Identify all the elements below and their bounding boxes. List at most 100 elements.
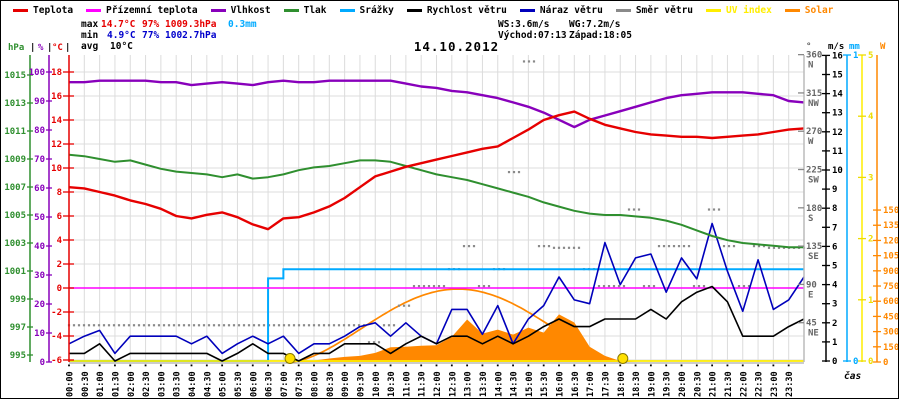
- svg-text:995: 995: [10, 351, 26, 361]
- svg-text:7: 7: [832, 223, 837, 233]
- svg-text:-2: -2: [51, 308, 62, 318]
- svg-text:07:00: 07:00: [280, 371, 290, 397]
- svg-text:0: 0: [868, 357, 873, 367]
- legend-swatch: [210, 9, 226, 12]
- svg-text:11:00: 11:00: [402, 371, 412, 397]
- svg-text:16: 16: [832, 51, 843, 61]
- svg-text:100: 100: [29, 68, 45, 78]
- svg-text:270: 270: [806, 127, 822, 137]
- svg-text:hPa: hPa: [8, 43, 24, 53]
- svg-text:135: 135: [806, 242, 822, 252]
- svg-text:80: 80: [34, 126, 45, 136]
- svg-text:4: 4: [868, 112, 874, 122]
- svg-text:08:30: 08:30: [326, 371, 336, 397]
- legend-label: Vlhkost: [230, 5, 271, 16]
- svg-text:50: 50: [34, 213, 45, 223]
- svg-text:12:00: 12:00: [433, 371, 443, 397]
- svg-text:300: 300: [883, 328, 898, 338]
- svg-text:W: W: [880, 42, 886, 52]
- svg-text:8: 8: [57, 188, 62, 198]
- svg-text:02:30: 02:30: [142, 371, 152, 397]
- svg-text:1001: 1001: [4, 267, 26, 277]
- svg-text:360: 360: [806, 51, 822, 61]
- legend-item-4: Srážky: [339, 5, 394, 16]
- stat-max-label: max: [81, 19, 99, 30]
- legend-swatch: [519, 9, 535, 12]
- svg-text:17:00: 17:00: [586, 371, 596, 397]
- svg-text:18:30: 18:30: [632, 371, 642, 397]
- legend-item-2: Vlhkost: [210, 5, 271, 16]
- svg-text:11:30: 11:30: [418, 371, 428, 397]
- svg-text:01:30: 01:30: [111, 371, 121, 397]
- svg-text:14:30: 14:30: [510, 371, 520, 397]
- svg-text:180: 180: [806, 204, 822, 214]
- svg-text:450: 450: [883, 312, 898, 322]
- svg-text:8: 8: [832, 204, 837, 214]
- svg-text:10:30: 10:30: [387, 371, 397, 397]
- svg-text:23:30: 23:30: [785, 371, 795, 397]
- svg-text:150: 150: [883, 343, 898, 353]
- svg-text:N: N: [808, 61, 813, 71]
- svg-text:°C: °C: [52, 43, 63, 53]
- svg-text:70: 70: [34, 155, 45, 165]
- svg-text:3: 3: [868, 173, 873, 183]
- legend-item-1: Přízemní teplota: [86, 5, 198, 16]
- svg-text:13: 13: [832, 109, 843, 119]
- svg-text:E: E: [808, 290, 813, 300]
- svg-text:-4: -4: [51, 332, 62, 342]
- legend-swatch: [283, 9, 299, 12]
- svg-text:08:00: 08:00: [311, 371, 321, 397]
- legend-swatch: [615, 9, 631, 12]
- svg-text:02:00: 02:00: [127, 371, 137, 397]
- svg-text:1005: 1005: [4, 211, 26, 221]
- svg-text:0: 0: [832, 357, 837, 367]
- stat-min-humidity: 77%: [142, 30, 160, 41]
- stat-avg-label: avg: [81, 41, 99, 52]
- svg-text:2: 2: [832, 319, 837, 329]
- svg-text:05:30: 05:30: [234, 371, 244, 397]
- svg-text:09:00: 09:00: [341, 371, 351, 397]
- svg-text:m/s: m/s: [828, 42, 844, 52]
- svg-text:|: |: [30, 43, 35, 53]
- svg-text:|: |: [47, 43, 52, 53]
- legend-label: Teplota: [33, 5, 74, 16]
- svg-text:03:00: 03:00: [157, 371, 167, 397]
- svg-text:16: 16: [51, 92, 62, 102]
- svg-text:45: 45: [806, 319, 817, 329]
- svg-text:20:00: 20:00: [678, 371, 688, 397]
- svg-text:00:30: 00:30: [81, 371, 91, 397]
- svg-text:2: 2: [57, 260, 62, 270]
- legend-item-3: Tlak: [283, 5, 327, 16]
- svg-text:S: S: [808, 214, 813, 224]
- svg-text:NW: NW: [808, 99, 819, 109]
- stat-min-temp: 4.9°C: [107, 30, 136, 41]
- svg-text:|: |: [65, 43, 70, 53]
- legend-label: Náraz větru: [539, 5, 603, 16]
- svg-text:1050: 1050: [883, 252, 898, 262]
- svg-text:21:00: 21:00: [709, 371, 719, 397]
- svg-text:W: W: [808, 137, 814, 147]
- svg-text:1: 1: [868, 296, 873, 306]
- svg-text:12: 12: [832, 128, 843, 138]
- svg-text:1011: 1011: [4, 127, 26, 137]
- svg-text:3: 3: [832, 300, 837, 310]
- svg-text:10: 10: [832, 166, 843, 176]
- svg-text:07:30: 07:30: [295, 371, 305, 397]
- legend-swatch: [13, 9, 28, 12]
- stat-rain-total: 0.3mm: [228, 19, 257, 30]
- svg-text:30: 30: [34, 271, 45, 281]
- svg-text:20: 20: [34, 300, 45, 310]
- stat-max-pressure: 1009.3hPa: [165, 19, 217, 30]
- svg-text:mm: mm: [849, 42, 860, 52]
- svg-text:22:00: 22:00: [739, 371, 749, 397]
- svg-text:18:00: 18:00: [617, 371, 627, 397]
- svg-text:01:00: 01:00: [96, 371, 106, 397]
- svg-text:°: °: [806, 42, 811, 52]
- svg-text:SE: SE: [808, 252, 819, 262]
- svg-text:16:00: 16:00: [556, 371, 566, 397]
- svg-text:997: 997: [10, 323, 26, 333]
- svg-text:0: 0: [40, 358, 45, 368]
- svg-text:750: 750: [883, 282, 898, 292]
